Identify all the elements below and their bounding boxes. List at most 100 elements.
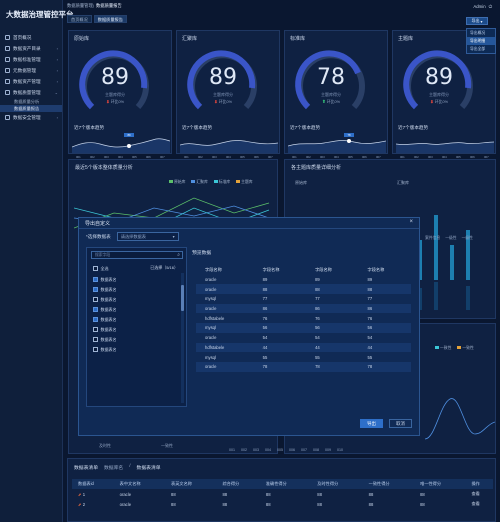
list-item[interactable]: 数据表名 (93, 306, 117, 313)
select-all-row[interactable]: 全选 (93, 265, 109, 272)
legend-item: 主题库 (236, 180, 253, 185)
x-tick: 006 (362, 155, 367, 159)
gauge-change-text: 环比0% (326, 100, 340, 104)
table-select[interactable]: 请选择数据表 ▾ (116, 232, 179, 241)
checkbox[interactable] (93, 337, 98, 342)
breadcrumb-current: 数据表清单 (136, 466, 161, 471)
cancel-button[interactable]: 取消 (389, 419, 412, 428)
sidebar-item-home[interactable]: 首页概况 (0, 32, 62, 43)
card-title: 标准库 (290, 36, 306, 42)
table-header-row: 字段名称 字段名称 字段名称 字段名称 (196, 265, 411, 275)
checkbox[interactable] (93, 317, 98, 322)
tab-bar: 首页概况 数据质量报告 (63, 15, 127, 23)
x-tick: 008 (313, 448, 319, 452)
breadcrumb-item[interactable]: 数据库名 (104, 466, 124, 471)
table-row[interactable]: ⬈ 1 oracle 88 88 88 88 88 88 查看 (72, 489, 493, 499)
list-item[interactable]: 数据表名 (93, 336, 117, 343)
view-link[interactable]: 查看 (471, 491, 480, 496)
x-tick: 005 (456, 155, 461, 159)
sidebar-subitem-report[interactable]: 数据质量报告 (0, 105, 62, 112)
x-tick: 002 (414, 155, 419, 159)
list-item[interactable]: 数据表名 (93, 326, 117, 333)
user-area: Admin ⏻ (473, 4, 492, 9)
table-cell: 88 (222, 491, 228, 497)
sidebar-subitem-analysis[interactable]: 数据质量分析 (14, 98, 40, 104)
x-tick: 007 (301, 448, 307, 452)
checkbox[interactable] (93, 327, 98, 332)
legend-label: 标准库 (218, 180, 231, 184)
table-cell: ⬈ 2 (72, 499, 114, 509)
field-list-pane: 搜索字段 ⌕ 全选 已选择（5/16） 数据表名 数据表名 数据表名 数据表名 数… (86, 247, 187, 407)
sidebar-item-catalog[interactable]: 数据资产目录 › (0, 43, 62, 54)
table-row: oracle 89 89 89 (196, 275, 411, 285)
export-button[interactable]: 导出 ▾ (466, 17, 488, 25)
app-title: 大数据治理管控平台 (6, 9, 74, 19)
gauge-ring (79, 50, 149, 110)
sidebar-item-label: 元数据管理 (13, 67, 36, 73)
tab-quality-report[interactable]: 数据质量报告 (93, 15, 127, 23)
list-item[interactable]: 数据表名 (93, 276, 117, 283)
table-row: oracle 88 88 88 (196, 284, 411, 295)
sidebar-item-label: 数据资产目录 (13, 45, 41, 51)
column-header: 表中文名称 (113, 479, 166, 489)
checkbox[interactable] (93, 266, 98, 271)
table-cell: 88 (420, 501, 425, 507)
panel-title: 最近5个版本整体质量分析 (75, 165, 133, 171)
tab-home[interactable]: 首页概况 (67, 15, 92, 23)
select-placeholder: 请选择数据表 (120, 233, 146, 239)
x-tick: 005 (132, 155, 137, 159)
x-tick: 007 (268, 155, 273, 159)
list-item[interactable]: 数据表名 (93, 346, 117, 353)
sidebar-item-metadata[interactable]: 元数据管理 › (0, 65, 62, 76)
x-tick: 007 (376, 155, 381, 159)
table-row: oracle 78 78 78 (196, 361, 411, 372)
table-cell: 78 (306, 361, 359, 372)
breadcrumb-item[interactable]: 数据质量管理 (67, 3, 93, 8)
list-item[interactable]: 数据表名 (93, 296, 117, 303)
checkbox[interactable] (93, 347, 98, 352)
sidebar-item-label: 数据标准管理 (13, 56, 41, 62)
list-item[interactable]: 数据表名 (93, 286, 117, 293)
dropdown-item[interactable]: 导出明细 (467, 37, 495, 45)
modal-header: 导出自定义 × (79, 218, 419, 229)
x-tick: 004 (226, 155, 231, 159)
search-placeholder: 搜索字段 (95, 252, 111, 257)
gauge-value: 89 (425, 65, 453, 90)
select-label: *选择数据表 (86, 233, 111, 239)
checkbox[interactable] (93, 297, 98, 302)
legend-label: 原始库 (174, 180, 186, 184)
table-row[interactable]: ⬈ 2 oracle 88 88 88 88 88 88 查看 (72, 499, 493, 509)
x-tick: 001 (229, 448, 235, 452)
list-item-label: 数据表名 (100, 286, 117, 292)
user-name[interactable]: Admin (473, 4, 486, 9)
sidebar-item-security[interactable]: 数据安全管理 › (0, 112, 62, 123)
shield-icon (5, 115, 10, 120)
trend-arrow-icon: ⬈ (78, 491, 83, 497)
preview-table: 字段名称 字段名称 字段名称 字段名称 oracle 89 89 89 oracle 8… (196, 265, 411, 372)
table-row: hdfstabele 44 44 44 (196, 342, 411, 353)
sidebar-item-standard[interactable]: 数据标准管理 › (0, 54, 62, 65)
dropdown-item[interactable]: 导出概况 (470, 30, 486, 35)
quality-icon (5, 90, 10, 95)
column-header: 准确性得分 (259, 479, 312, 489)
list-scrollbar[interactable] (181, 273, 184, 403)
gauge-label: 主题库得分 (105, 92, 125, 97)
sidebar-item-asset[interactable]: 数据资产管理 › (0, 76, 62, 87)
checkbox[interactable] (93, 277, 98, 282)
power-icon[interactable]: ⏻ (488, 4, 492, 9)
checkbox[interactable] (93, 307, 98, 312)
legend-item: 原始库 (169, 180, 185, 185)
view-link[interactable]: 查看 (471, 501, 480, 506)
preview-pane: 预览数据 字段名称 字段名称 字段名称 字段名称 oracle 89 89 89 or… (190, 247, 415, 407)
table-cell: 77 (262, 296, 268, 302)
scrollbar-thumb[interactable] (181, 285, 184, 311)
dropdown-item[interactable]: 导出全部 (470, 46, 486, 51)
export-confirm-button[interactable]: 导出 (360, 419, 383, 428)
sidebar-item-quality[interactable]: 数据质量管理 ⌄ (0, 87, 62, 98)
list-item[interactable]: 数据表名 (93, 316, 117, 323)
column-header: 综合得分 (216, 479, 260, 489)
close-icon[interactable]: × (409, 219, 413, 225)
checkbox[interactable] (93, 287, 98, 292)
search-input[interactable]: 搜索字段 ⌕ (91, 251, 183, 259)
breadcrumb-sep: / (92, 3, 94, 9)
